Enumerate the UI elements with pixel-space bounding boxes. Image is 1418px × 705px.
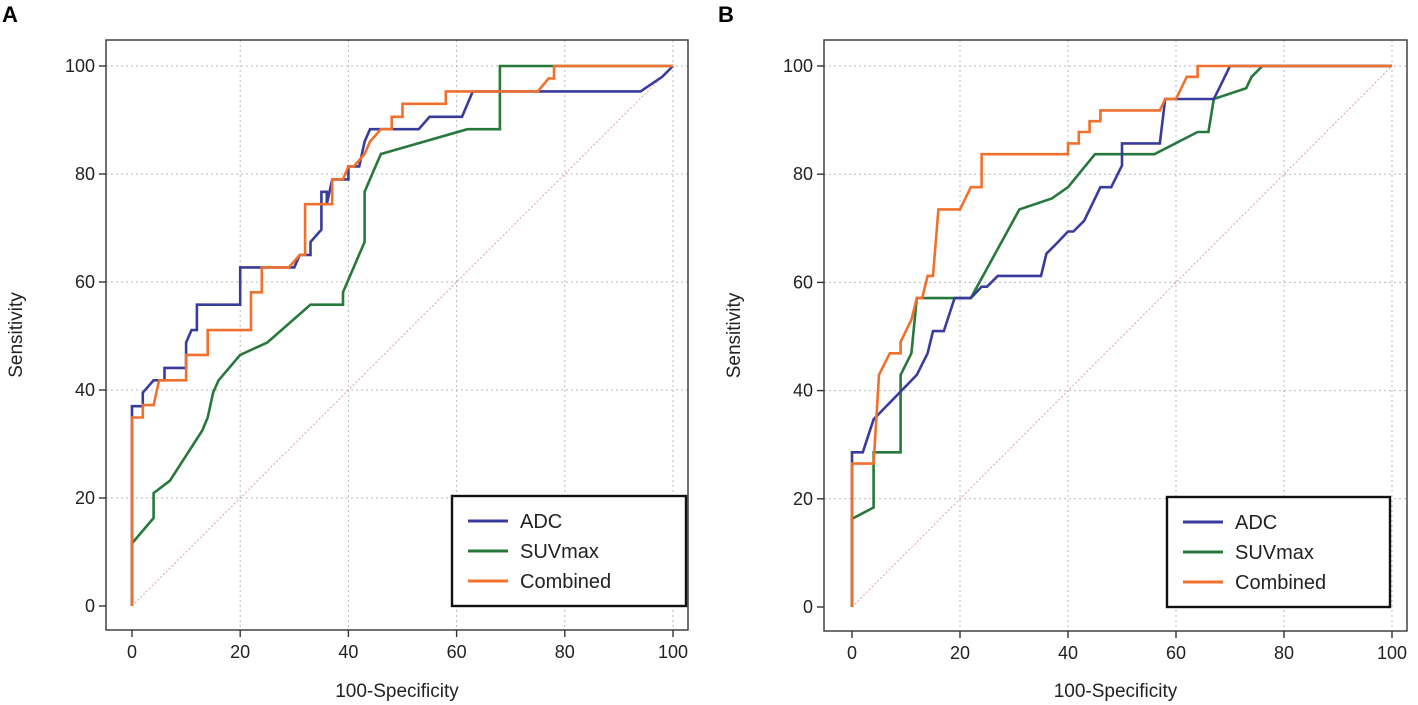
y-tick-label: 80 [75, 164, 95, 184]
panel-letter: B [718, 2, 734, 27]
x-tick-label: 100 [1377, 643, 1407, 663]
x-tick-label: 20 [230, 642, 250, 662]
x-tick-label: 20 [950, 643, 970, 663]
x-tick-label: 80 [1274, 643, 1294, 663]
y-tick-label: 0 [803, 597, 813, 617]
legend-label: Combined [520, 571, 611, 593]
legend-label: SUVmax [520, 541, 599, 563]
legend-label: ADC [520, 511, 562, 533]
x-tick-label: 100 [658, 642, 688, 662]
y-tick-label: 40 [793, 381, 813, 401]
y-axis-title: Sensitivity [6, 292, 27, 378]
y-tick-label: 60 [75, 272, 95, 292]
reference-diagonal [851, 65, 1393, 608]
x-axis-title: 100-Specificity [335, 681, 459, 702]
x-tick-label: 80 [555, 642, 575, 662]
x-tick-label: 60 [1166, 643, 1186, 663]
roc-panel-A: A 0 20 40 60 80 100 0 20 40 60 80 100 100-Specificity… [2, 2, 689, 702]
y-tick-label: 0 [85, 596, 95, 616]
reference-diagonal [131, 65, 674, 607]
x-tick-label: 40 [1058, 643, 1078, 663]
x-tick-label: 40 [338, 642, 358, 662]
legend-label: Combined [1235, 572, 1326, 594]
y-tick-label: 20 [793, 489, 813, 509]
legend: ADC SUVmax Combined [450, 494, 688, 608]
roc-panel-B: B 0 20 40 60 80 100 0 20 40 60 80 100 100-Specificity… [718, 2, 1408, 702]
plot-frame [823, 39, 1408, 632]
roc-curve-adc [850, 64, 1392, 607]
plot-frame [105, 39, 689, 631]
y-tick-label: 60 [793, 272, 813, 292]
legend-label: ADC [1235, 512, 1277, 534]
roc-curve-combined [130, 64, 673, 606]
y-tick-label: 20 [75, 488, 95, 508]
x-tick-label: 0 [127, 642, 137, 662]
y-axis-title: Sensitivity [724, 292, 745, 378]
roc-curve-combined [850, 64, 1392, 607]
panel-letter: A [2, 2, 18, 27]
roc-curve-suvmax [130, 64, 673, 606]
y-tick-label: 100 [783, 56, 813, 76]
y-tick-label: 40 [75, 380, 95, 400]
y-tick-label: 100 [65, 56, 95, 76]
x-axis-title: 100-Specificity [1054, 681, 1178, 702]
x-tick-label: 60 [447, 642, 467, 662]
x-tick-label: 0 [847, 643, 857, 663]
roc-curve-adc [130, 65, 674, 606]
roc-curve-suvmax [850, 64, 1392, 607]
legend-label: SUVmax [1235, 542, 1314, 564]
legend: ADC SUVmax Combined [1165, 495, 1392, 609]
y-tick-label: 80 [793, 164, 813, 184]
